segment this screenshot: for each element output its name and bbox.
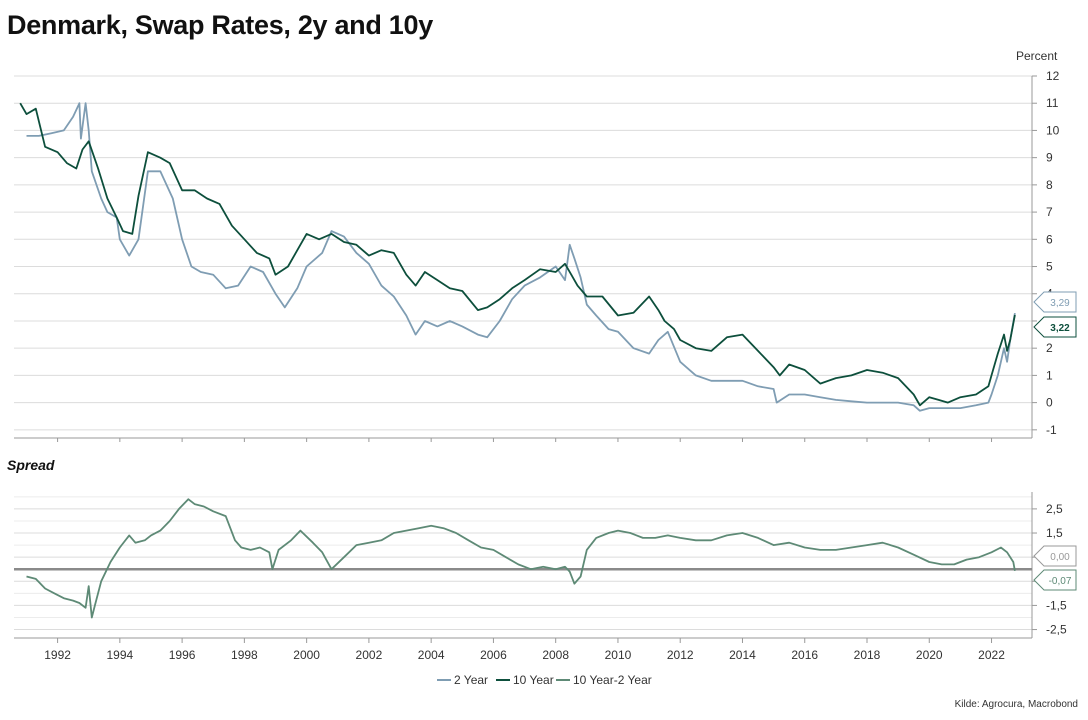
main-y-tick-label: 7 — [1046, 205, 1053, 219]
main-y-tick-label: 6 — [1046, 232, 1053, 246]
spread-y-tick-label: -2,5 — [1046, 623, 1067, 637]
last-value-2-year-label: 3,29 — [1050, 298, 1070, 309]
spread-panel-label: Spread — [7, 457, 55, 473]
legend-label: 10 Year — [513, 673, 554, 687]
source-note: Kilde: Agrocura, Macrobond — [955, 699, 1078, 710]
x-tick-label: 1998 — [231, 648, 258, 662]
x-tick-label: 2018 — [854, 648, 881, 662]
spread-y-tick-label: 1,5 — [1046, 526, 1063, 540]
series-line-spread — [26, 498, 1016, 619]
legend-label: 2 Year — [454, 673, 488, 687]
x-tick-label: 2014 — [729, 648, 756, 662]
main-y-tick-label: 8 — [1046, 178, 1053, 192]
last-value-2-year-box — [1033, 291, 1077, 313]
x-tick-label: 1992 — [44, 648, 71, 662]
x-tick-label: 1994 — [106, 648, 133, 662]
main-y-tick-label: 11 — [1046, 96, 1059, 110]
last-value-zero-label: 0,00 — [1050, 552, 1070, 563]
last-value-spread-label: -0,07 — [1049, 576, 1072, 587]
last-value-spread-box — [1033, 569, 1077, 591]
spread-y-tick-label: -1,5 — [1046, 598, 1067, 612]
main-y-tick-label: 0 — [1046, 396, 1053, 410]
spread-y-tick-label: 2,5 — [1046, 502, 1063, 516]
legend-label: 10 Year-2 Year — [573, 673, 652, 687]
x-tick-label: 2008 — [542, 648, 569, 662]
last-value-10-year-box — [1033, 316, 1077, 338]
x-tick-label: 2012 — [667, 648, 694, 662]
series-line-2-year — [26, 102, 1016, 412]
last-value-10-year-label: 3,22 — [1050, 323, 1070, 334]
x-tick-label: 2002 — [356, 648, 383, 662]
x-tick-label: 2004 — [418, 648, 445, 662]
x-tick-label: 2022 — [978, 648, 1005, 662]
main-y-tick-label: 5 — [1046, 260, 1053, 274]
chart-title: Denmark, Swap Rates, 2y and 10y — [7, 10, 433, 40]
main-y-tick-label: 10 — [1046, 123, 1060, 137]
x-tick-label: 2016 — [791, 648, 818, 662]
x-tick-label: 2020 — [916, 648, 943, 662]
last-value-zero-box — [1033, 545, 1077, 567]
x-tick-label: 1996 — [169, 648, 196, 662]
main-y-tick-label: 9 — [1046, 151, 1053, 165]
main-y-tick-label: -1 — [1046, 423, 1057, 437]
x-tick-label: 2000 — [293, 648, 320, 662]
series-line-10-year — [19, 102, 1016, 407]
x-tick-label: 2010 — [605, 648, 632, 662]
main-y-tick-label: 1 — [1046, 368, 1053, 382]
x-tick-label: 2006 — [480, 648, 507, 662]
main-y-tick-label: 12 — [1046, 69, 1060, 83]
main-y-tick-label: 2 — [1046, 341, 1053, 355]
y-axis-unit-label: Percent — [1016, 49, 1058, 63]
